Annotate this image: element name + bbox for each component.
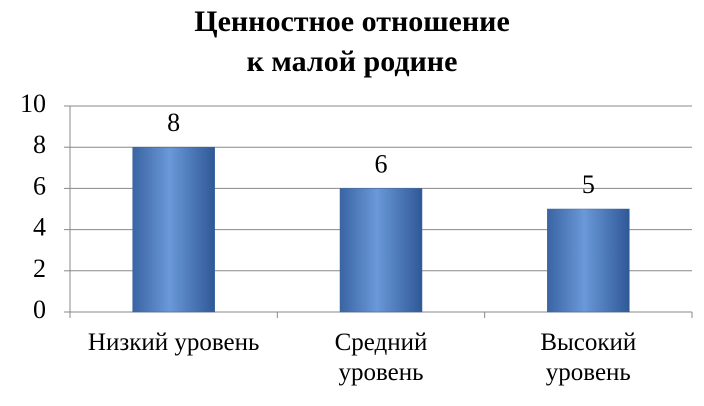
x-tick-label: Высокий уровень bbox=[540, 329, 637, 386]
bar bbox=[547, 208, 630, 313]
value-label: 6 bbox=[375, 149, 388, 178]
y-tick-label: 10 bbox=[20, 89, 46, 118]
x-tick-label: Низкий уровень bbox=[87, 329, 260, 356]
chart-title: Ценностное отношение к малой родине bbox=[194, 5, 510, 78]
value-label: 5 bbox=[582, 170, 595, 199]
value-label: 8 bbox=[167, 108, 180, 137]
y-tick-label: 0 bbox=[33, 295, 46, 324]
y-tick-label: 4 bbox=[33, 213, 46, 242]
x-tick-label: Средний уровень bbox=[334, 329, 428, 386]
y-tick-label: 8 bbox=[33, 130, 46, 159]
y-tick-label: 6 bbox=[33, 171, 46, 200]
bar bbox=[339, 188, 423, 313]
y-tick-label: 2 bbox=[33, 254, 46, 283]
bar bbox=[132, 146, 215, 313]
